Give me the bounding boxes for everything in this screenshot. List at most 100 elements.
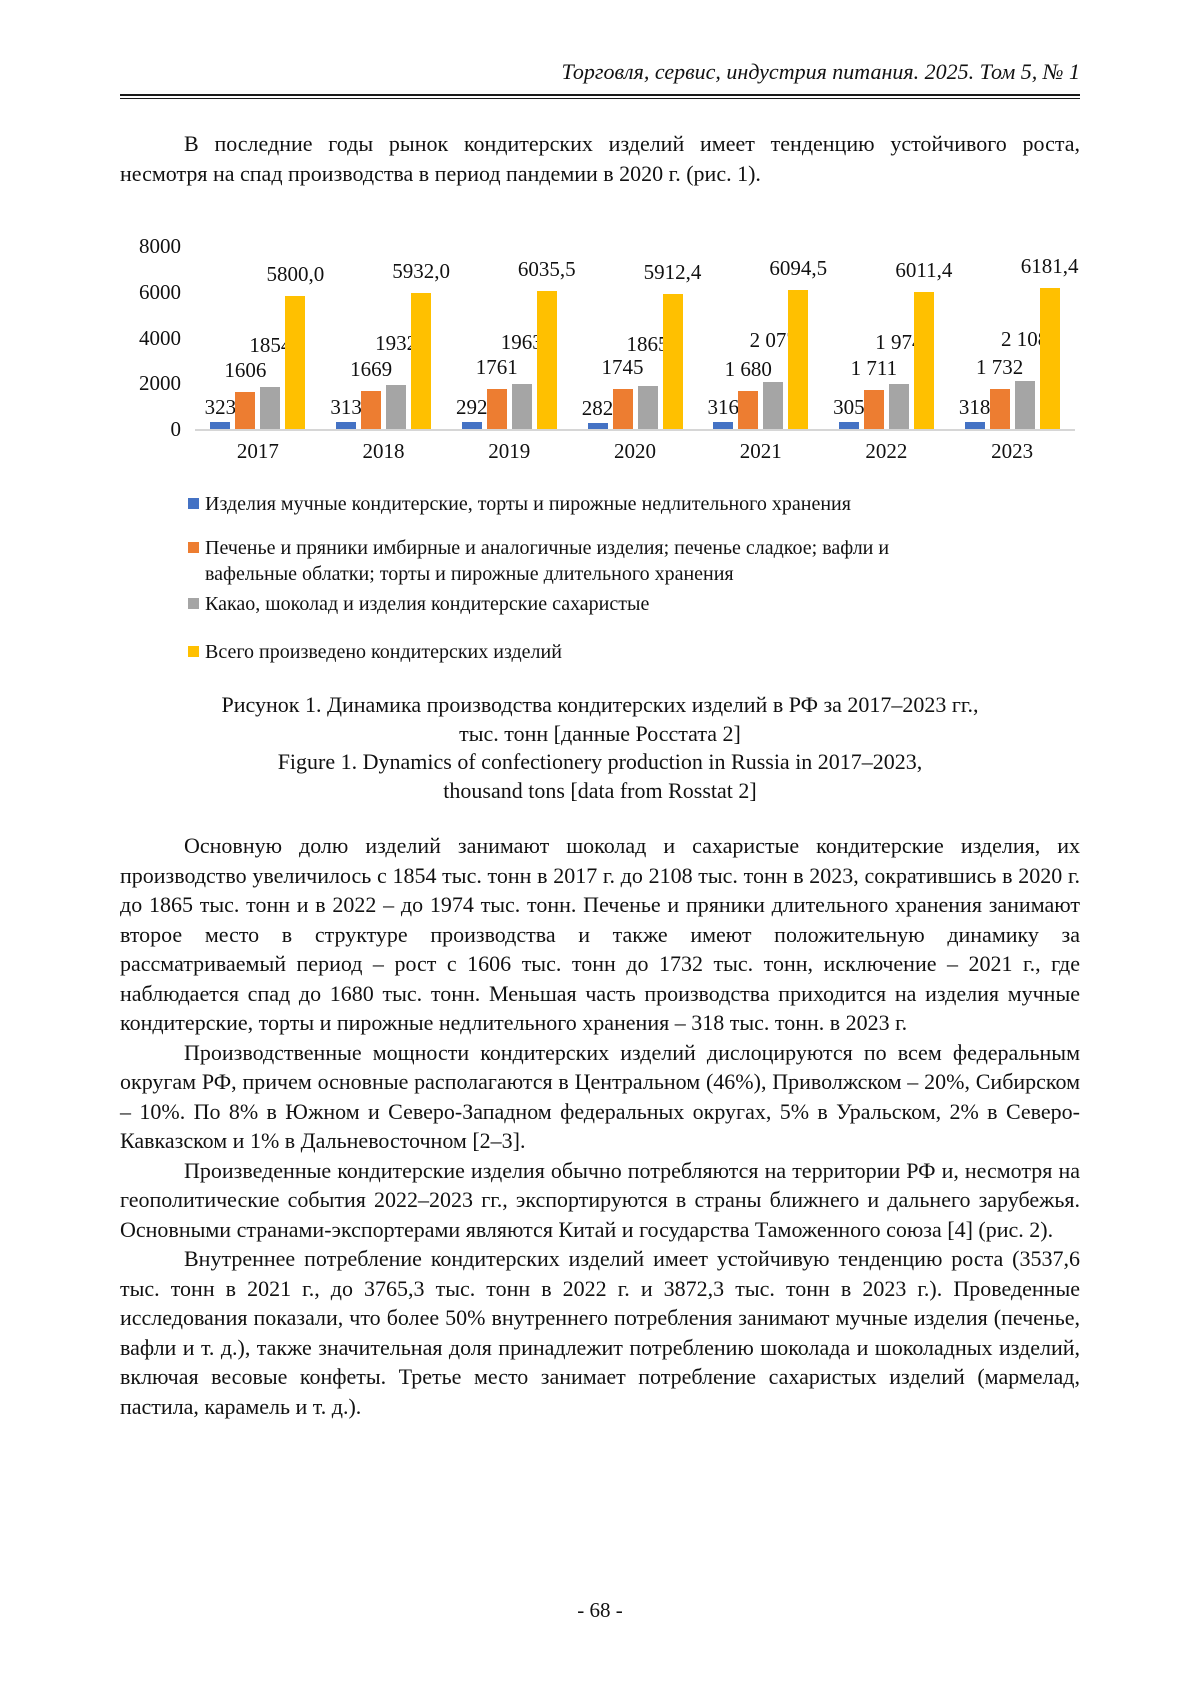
x-axis-label: 2021 xyxy=(739,439,782,463)
bar-series-3 xyxy=(788,289,809,429)
y-axis-tick: 0 xyxy=(170,417,182,441)
bar-series-0 xyxy=(587,422,608,429)
legend-label: Какао, шоколад и изделия кондитерские са… xyxy=(205,593,650,615)
bar-series-3 xyxy=(285,296,306,429)
bar-group-2020: 282 1745 1865 5912,4 xyxy=(582,248,701,429)
bar-series-1 xyxy=(361,390,382,429)
bar-series-0 xyxy=(461,422,482,429)
legend-marker-orange-icon xyxy=(188,542,199,553)
bar-value-label: 1 974 xyxy=(875,329,923,354)
bar-value-label: 5912,4 xyxy=(643,259,702,284)
y-axis-tick: 6000 xyxy=(139,279,181,304)
bar-series-1 xyxy=(738,390,759,429)
bar-value-label: 1854 xyxy=(249,332,292,357)
bar-series-0 xyxy=(210,421,231,429)
legend-item-cocoa: Какао, шоколад и изделия кондитерские са… xyxy=(188,591,1080,617)
chart-legend: Изделия мучные кондитерские, торты и пир… xyxy=(188,491,1080,665)
bar-value-label: 1932 xyxy=(375,330,418,355)
journal-header: Торговля, сервис, индустрия питания. 202… xyxy=(561,59,1080,84)
bar-value-label: 305 xyxy=(833,395,865,420)
caption-line-en-1: Figure 1. Dynamics of confectionery prod… xyxy=(277,749,923,774)
bar-group-2019: 292 1761 1963 6035,5 xyxy=(456,248,576,429)
y-axis-tick: 8000 xyxy=(139,234,181,258)
paragraph: Производственные мощности кондитерских и… xyxy=(120,1039,1080,1154)
bar-series-3 xyxy=(662,293,683,429)
chart-plot: 323 1606 1854 5800,0 313 1669 1932 5932,0 292 176… xyxy=(139,234,1079,441)
caption-line-ru-1: Рисунок 1. Динамика производства кондите… xyxy=(221,692,979,717)
bar-series-1 xyxy=(989,389,1010,429)
bar-value-label: 282 xyxy=(581,395,614,420)
bar-group-2017: 323 1606 1854 5800,0 xyxy=(205,248,324,429)
legend-marker-gray-icon xyxy=(188,598,199,609)
body-text: Основную долю изделий занимают шоколад и… xyxy=(120,831,1080,1421)
y-axis-tick: 4000 xyxy=(139,325,181,350)
bar-series-3 xyxy=(1039,287,1060,429)
bar-series-2 xyxy=(637,386,658,429)
bar-value-label: 5932,0 xyxy=(392,259,450,284)
bar-value-label: 323 xyxy=(204,394,237,419)
legend-marker-yellow-icon xyxy=(188,646,199,657)
paragraph: Внутреннее потребление кондитерских изде… xyxy=(120,1246,1080,1419)
bar-group-2022: 305 1 711 1 974 6011,4 xyxy=(833,248,952,429)
intro-paragraph: В последние годы рынок кондитерских изде… xyxy=(120,131,1080,186)
bar-series-1 xyxy=(486,388,507,429)
legend-item-cookies: Печенье и пряники имбирные и аналогичные… xyxy=(188,535,1080,587)
figure-1-chart: 323 1606 1854 5800,0 313 1669 1932 5932,0 292 176… xyxy=(120,234,1080,665)
bar-value-label: 1606 xyxy=(224,358,267,383)
caption-line-en-2: thousand tons [data from Rosstat 2] xyxy=(443,777,757,803)
bar-series-2 xyxy=(386,384,407,429)
bar-value-label: 313 xyxy=(330,394,362,419)
page-number: - 68 - xyxy=(577,1598,623,1622)
legend-item-total: Всего произведено кондитерских изделий xyxy=(188,639,1080,665)
bar-series-3 xyxy=(411,293,432,429)
bar-series-1 xyxy=(612,389,633,429)
bar-series-2 xyxy=(1014,380,1035,429)
bar-value-label: 1865 xyxy=(626,332,669,357)
bar-value-label: 292 xyxy=(456,395,488,420)
legend-label: Изделия мучные кондитерские, торты и пир… xyxy=(205,493,851,515)
legend-label: Всего произведено кондитерских изделий xyxy=(205,641,562,663)
x-axis-label: 2022 xyxy=(865,439,908,463)
bar-value-label: 5800,0 xyxy=(266,262,325,287)
paragraph: Основную долю изделий занимают шоколад и… xyxy=(120,833,1080,1035)
bar-value-label: 6035,5 xyxy=(517,256,576,281)
bar-value-label: 1669 xyxy=(350,356,393,381)
x-axis-label: 2020 xyxy=(613,439,656,463)
legend-marker-blue-icon xyxy=(188,498,199,509)
bar-value-label: 316 xyxy=(707,394,739,419)
bar-series-0 xyxy=(838,422,859,429)
bar-value-label: 1963 xyxy=(500,330,543,355)
figure-caption: Рисунок 1. Динамика производства кондите… xyxy=(120,691,1080,805)
x-axis-label: 2019 xyxy=(488,439,531,463)
bar-series-1 xyxy=(235,392,256,429)
bar-group-2023: 318 1 732 2 108 6181,4 xyxy=(959,248,1079,429)
caption-line-ru-2: тыс. тонн [данные Росстата 2] xyxy=(459,720,741,746)
paragraph: Произведенные кондитерские изделия обычн… xyxy=(120,1157,1080,1242)
bar-series-0 xyxy=(964,421,985,429)
bar-series-0 xyxy=(713,421,734,429)
bar-value-label: 1761 xyxy=(475,354,518,379)
bar-value-label: 2 077 xyxy=(749,327,797,352)
bar-value-label: 1 732 xyxy=(976,355,1024,380)
bar-value-label: 1745 xyxy=(601,355,644,380)
bar-group-2021: 316 1 680 2 077 6094,5 xyxy=(707,248,827,429)
bar-value-label: 1 680 xyxy=(724,356,772,381)
bar-series-3 xyxy=(913,291,934,429)
y-axis-tick: 2000 xyxy=(139,371,181,396)
bar-value-label: 1 711 xyxy=(850,355,898,380)
legend-item-flour: Изделия мучные кондитерские, торты и пир… xyxy=(188,491,1080,517)
bar-series-1 xyxy=(863,389,884,429)
bar-value-label: 6094,5 xyxy=(769,255,828,280)
header-rule xyxy=(120,94,1080,99)
bar-value-label: 6011,4 xyxy=(895,257,953,282)
bar-series-2 xyxy=(260,386,281,429)
bar-value-label: 318 xyxy=(958,394,991,419)
x-axis-labels: 2017 2018 2019 2020 2021 2022 2023 xyxy=(195,439,1075,465)
page-content: Торговля, сервис, индустрия питания. 202… xyxy=(120,59,1080,1421)
bar-group-2018: 313 1669 1932 5932,0 xyxy=(330,248,450,429)
bar-series-2 xyxy=(888,383,909,429)
bar-series-0 xyxy=(336,421,357,429)
x-axis-label: 2017 xyxy=(236,439,279,463)
x-axis-label: 2018 xyxy=(362,439,405,463)
